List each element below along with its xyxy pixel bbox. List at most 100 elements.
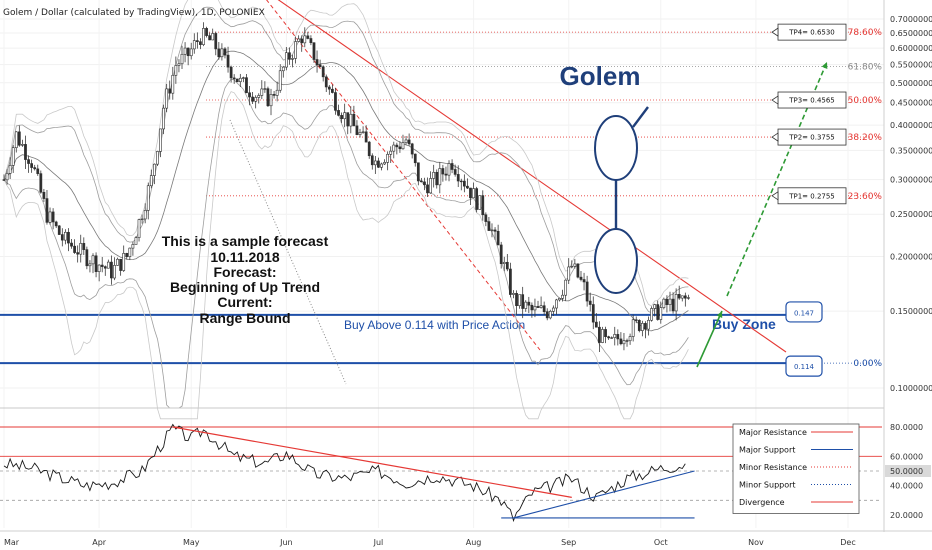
x-tick-label: May <box>183 538 200 547</box>
candle-body <box>17 131 21 146</box>
candle <box>637 319 641 333</box>
candle <box>110 255 113 285</box>
candle <box>51 208 55 230</box>
candle-body <box>162 107 165 130</box>
candle <box>487 216 491 231</box>
candle <box>162 104 165 135</box>
candle-body <box>195 40 199 42</box>
candle-body <box>153 163 156 176</box>
fib-label: 23.60% <box>848 192 883 202</box>
candle-body <box>625 340 629 342</box>
candle <box>103 265 107 276</box>
candle-body <box>125 253 129 257</box>
candle <box>536 300 540 309</box>
candle <box>628 333 632 345</box>
candle <box>640 320 644 337</box>
candle <box>57 225 61 236</box>
candle-body <box>48 211 52 223</box>
take-profit-labels: TP4= 0.6530 TP3= 0.4565 TP2= 0.3755 TP1= 0.… <box>771 23 847 205</box>
candle-body <box>423 181 426 186</box>
candle <box>208 32 212 41</box>
candle <box>14 131 18 153</box>
candle <box>361 126 365 134</box>
candle-body <box>226 54 230 68</box>
candle <box>564 279 568 302</box>
candle <box>613 326 617 346</box>
candle-body <box>79 243 83 255</box>
candle <box>585 275 589 307</box>
legend-label: Minor Support <box>739 481 796 490</box>
candle <box>527 296 531 314</box>
candle <box>11 145 15 173</box>
candle <box>459 178 463 191</box>
candle <box>610 336 614 340</box>
candle <box>88 260 92 273</box>
candle-body <box>466 185 469 189</box>
middle-band <box>3 50 689 332</box>
candle <box>555 298 558 315</box>
projection-arrow-short-head <box>716 311 723 318</box>
candle-body <box>248 92 251 98</box>
candle <box>85 246 89 270</box>
candle <box>281 65 285 78</box>
candle <box>591 296 595 330</box>
candle-body <box>321 66 325 78</box>
candle-body <box>576 263 580 278</box>
candle <box>668 291 672 312</box>
candle <box>539 296 543 309</box>
fib-label: 38.20% <box>848 133 883 143</box>
candle-body <box>294 41 297 59</box>
candle <box>312 42 316 63</box>
tp-label: TP2= 0.3755 <box>788 134 835 142</box>
buy-zone-label: Buy Zone <box>712 316 776 332</box>
candle <box>183 42 187 63</box>
candle <box>48 207 52 225</box>
candle-body <box>432 171 436 179</box>
candle-body <box>245 77 248 94</box>
candle-body <box>39 173 43 193</box>
candle-body <box>653 304 657 309</box>
candle-body <box>303 35 307 44</box>
candle-body <box>177 63 181 66</box>
candle-body <box>103 266 107 269</box>
projection-arrow-short <box>696 310 723 368</box>
candle <box>634 316 638 324</box>
candle-body <box>677 294 681 299</box>
candle-body <box>395 144 399 148</box>
candle-body <box>487 221 491 231</box>
candle <box>490 223 494 238</box>
candle-body <box>444 173 448 176</box>
candle-body <box>447 163 451 176</box>
candle-body <box>100 264 104 267</box>
candle-body <box>183 47 187 55</box>
projection-arrow-long-head <box>821 62 828 69</box>
tp-pointer <box>771 191 779 201</box>
candle-body <box>490 229 494 232</box>
candle-body <box>67 231 70 244</box>
candle <box>205 26 208 38</box>
candle <box>195 32 199 49</box>
candle <box>174 56 178 84</box>
candle-body <box>567 266 571 281</box>
candle-body <box>373 160 377 166</box>
candle-body <box>186 47 190 57</box>
candle <box>444 166 448 181</box>
candle-body <box>146 185 150 211</box>
tp-label: TP4= 0.6530 <box>788 29 835 37</box>
candle-body <box>475 188 479 210</box>
candle-body <box>73 245 76 253</box>
candle <box>337 104 340 117</box>
candle <box>447 160 451 182</box>
candle <box>389 146 393 163</box>
candle <box>275 81 279 102</box>
candle-body <box>88 263 92 267</box>
candle <box>416 162 420 186</box>
candle <box>284 47 288 71</box>
candle-body <box>208 35 212 41</box>
buy-zone-upper-value: 0.147 <box>794 309 814 317</box>
candle-body <box>116 258 119 266</box>
candle-body <box>389 150 393 155</box>
candle <box>407 133 411 146</box>
